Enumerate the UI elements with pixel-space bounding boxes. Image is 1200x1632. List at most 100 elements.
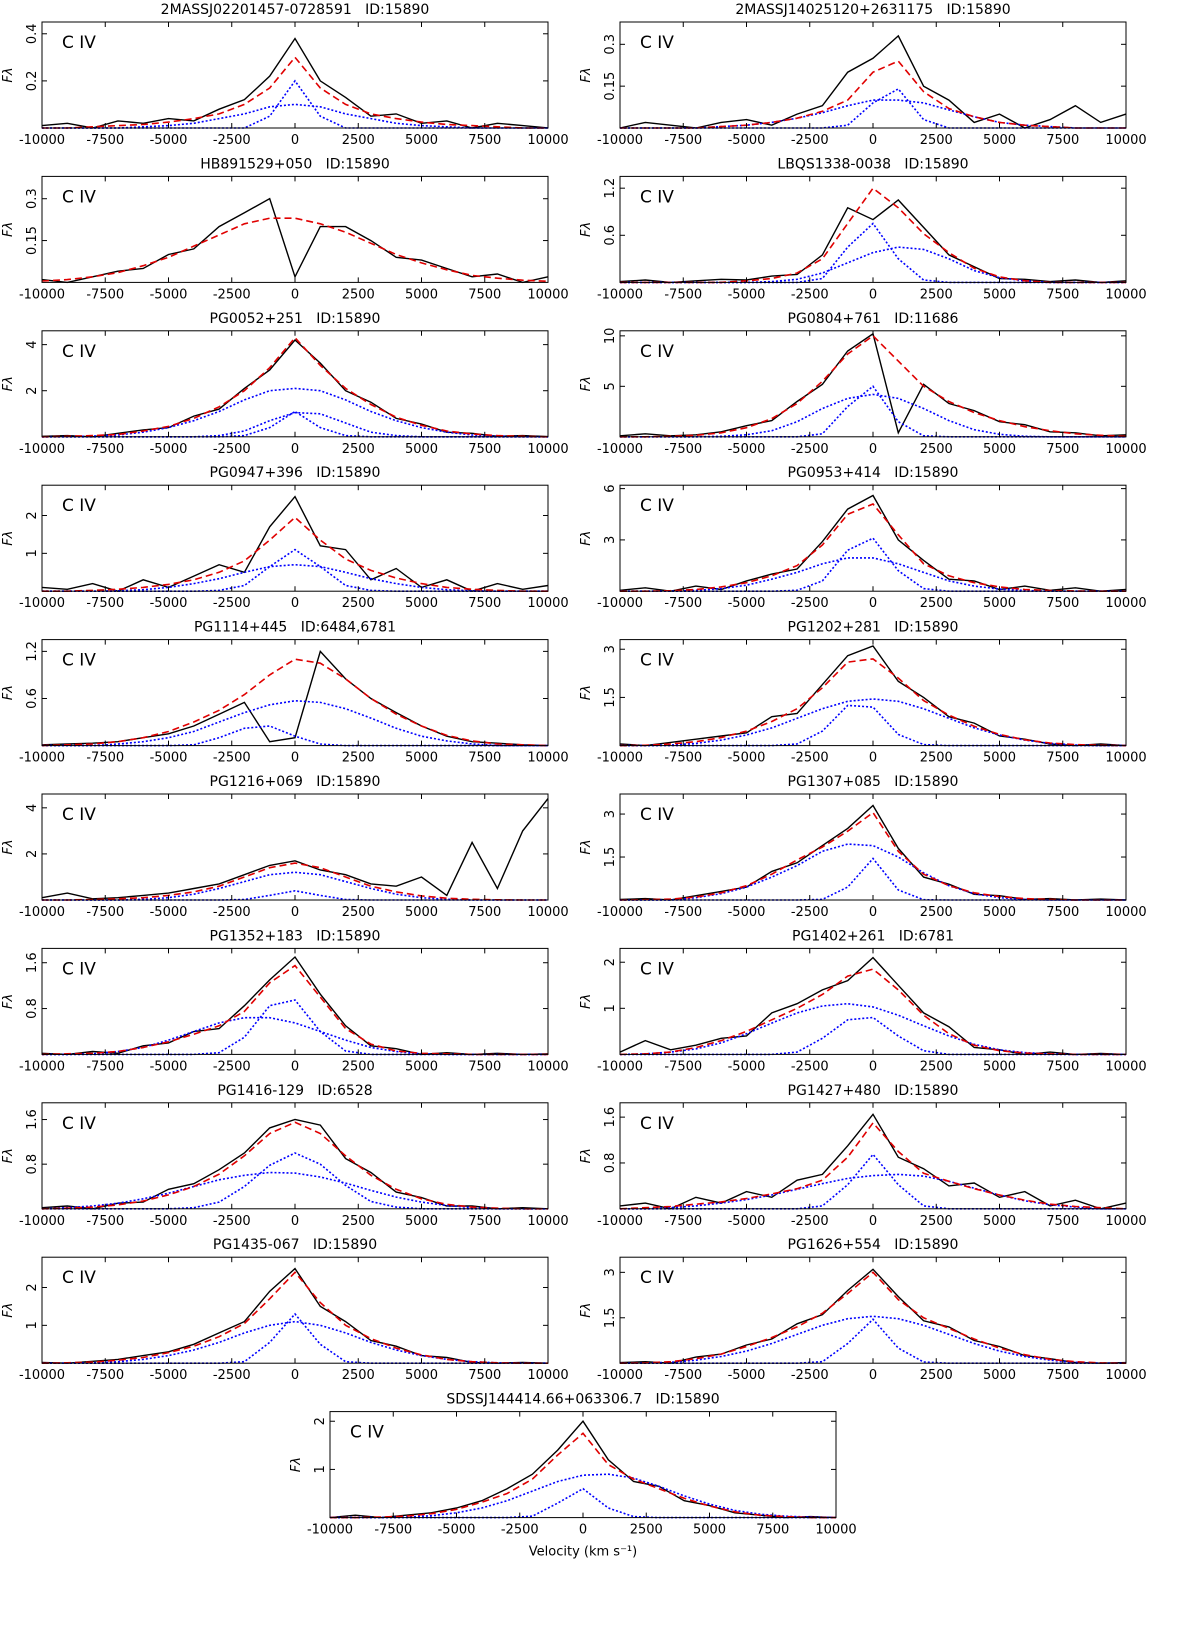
x-tick-label: 0 xyxy=(869,442,877,457)
x-tick-label: 5000 xyxy=(405,751,438,766)
panel-title: 2MASSJ14025120+2631175 ID:15890 xyxy=(735,2,1010,18)
y-axis-label: Fλ xyxy=(1,685,16,700)
y-axis-label: Fλ xyxy=(1,222,16,237)
y-tick-label: 0.3 xyxy=(603,34,618,55)
x-tick-label: 2500 xyxy=(342,1059,375,1074)
x-tick-label: 0 xyxy=(291,905,299,920)
line-label: C IV xyxy=(640,342,674,362)
x-tick-label: 5000 xyxy=(983,1059,1016,1074)
line-label: C IV xyxy=(62,651,96,671)
spectrum-line xyxy=(41,1271,548,1364)
x-tick-label: 0 xyxy=(291,133,299,148)
x-tick-label: 10000 xyxy=(527,1214,568,1229)
x-tick-label: -2500 xyxy=(791,1059,829,1074)
x-tick-label: -7500 xyxy=(86,133,124,148)
spectrum-line xyxy=(620,503,1126,592)
x-tick-label: 2500 xyxy=(920,287,953,302)
x-tick-label: 0 xyxy=(869,1059,877,1074)
spectrum-line xyxy=(619,199,1127,284)
spectrum-line xyxy=(620,87,1126,129)
x-tick-label: -2500 xyxy=(791,442,829,457)
x-tick-label: 10000 xyxy=(527,1368,568,1383)
x-tick-label: -10000 xyxy=(19,751,65,766)
spectrum-line xyxy=(620,1153,1126,1210)
x-tick-label: -10000 xyxy=(597,596,643,611)
spectrum-line xyxy=(619,494,1127,592)
panel-title: PG1626+554 ID:15890 xyxy=(788,1237,959,1253)
panel-title: PG0953+414 ID:15890 xyxy=(788,465,959,481)
axes-frame xyxy=(619,793,1127,901)
x-tick-label: 10000 xyxy=(527,751,568,766)
y-tick-label: 1 xyxy=(603,1004,618,1012)
line-label: C IV xyxy=(62,33,96,53)
spectrum-line xyxy=(42,1312,548,1364)
x-tick-label: -7500 xyxy=(86,1059,124,1074)
axes-frame xyxy=(41,639,549,747)
spectrum-line xyxy=(330,1473,837,1519)
y-axis-label: Fλ xyxy=(1,376,16,391)
x-tick-label: 10000 xyxy=(527,1059,568,1074)
y-axis-label: Fλ xyxy=(579,222,594,237)
y-axis-label: Fλ xyxy=(579,994,594,1009)
spectrum-line xyxy=(620,843,1126,901)
x-tick-label: 10000 xyxy=(1105,596,1146,611)
x-tick-label: 5000 xyxy=(405,1214,438,1229)
spectrum-line xyxy=(620,698,1126,747)
x-tick-label: 0 xyxy=(291,442,299,457)
x-tick-label: 10000 xyxy=(1105,905,1146,920)
y-tick-label: 10 xyxy=(603,328,618,345)
spectrum-line xyxy=(619,1002,1126,1056)
x-tick-label: -2500 xyxy=(213,1214,251,1229)
x-tick-label: 2500 xyxy=(342,905,375,920)
y-tick-label: 2 xyxy=(25,511,40,519)
y-tick-label: 2 xyxy=(313,1417,328,1425)
line-label: C IV xyxy=(640,805,674,825)
spectrum-line xyxy=(41,1121,548,1210)
y-axis-label: Fλ xyxy=(579,531,594,546)
x-tick-label: 5000 xyxy=(405,596,438,611)
x-tick-label: 2500 xyxy=(342,442,375,457)
x-tick-label: 0 xyxy=(291,287,299,302)
y-axis-label: Fλ xyxy=(579,685,594,700)
x-tick-label: 2500 xyxy=(342,1368,375,1383)
x-tick-label: -10000 xyxy=(19,1214,65,1229)
y-tick-label: 4 xyxy=(25,804,40,812)
x-tick-label: -5000 xyxy=(728,1368,766,1383)
spectrum-line xyxy=(41,387,549,438)
x-tick-label: 5000 xyxy=(405,1059,438,1074)
spectrum-line xyxy=(41,1267,549,1364)
spectrum-line xyxy=(41,197,549,284)
x-tick-label: -2500 xyxy=(213,287,251,302)
x-tick-label: -5000 xyxy=(728,905,766,920)
x-tick-label: -7500 xyxy=(86,442,124,457)
x-tick-label: 0 xyxy=(579,1523,587,1538)
x-tick-label: -7500 xyxy=(664,287,702,302)
x-tick-label: -7500 xyxy=(86,905,124,920)
spectrum-line xyxy=(330,1432,836,1519)
spectrum-line xyxy=(620,1315,1126,1364)
y-axis-label: Fλ xyxy=(1,1303,16,1318)
line-label: C IV xyxy=(62,187,96,207)
spectrum-line xyxy=(620,246,1126,284)
x-tick-label: 2500 xyxy=(920,596,953,611)
y-tick-label: 5 xyxy=(603,382,618,390)
x-tick-label: 7500 xyxy=(468,905,501,920)
x-tick-label: -5000 xyxy=(728,1214,766,1229)
line-label: C IV xyxy=(350,1423,384,1443)
x-tick-label: 5000 xyxy=(405,1368,438,1383)
x-tick-label: 2500 xyxy=(920,1059,953,1074)
y-tick-label: 2 xyxy=(603,958,618,966)
y-tick-label: 0.3 xyxy=(25,188,40,209)
x-tick-label: -10000 xyxy=(597,751,643,766)
x-tick-label: -2500 xyxy=(213,596,251,611)
x-tick-label: 10000 xyxy=(1105,133,1146,148)
x-tick-label: 0 xyxy=(869,1368,877,1383)
x-tick-label: -7500 xyxy=(664,133,702,148)
y-tick-label: 0.8 xyxy=(25,998,40,1019)
axes-frame xyxy=(619,1102,1127,1210)
x-tick-label: 0 xyxy=(869,1214,877,1229)
x-tick-label: 10000 xyxy=(1105,287,1146,302)
y-axis-label: Fλ xyxy=(579,1303,594,1318)
x-tick-label: 10000 xyxy=(1105,751,1146,766)
